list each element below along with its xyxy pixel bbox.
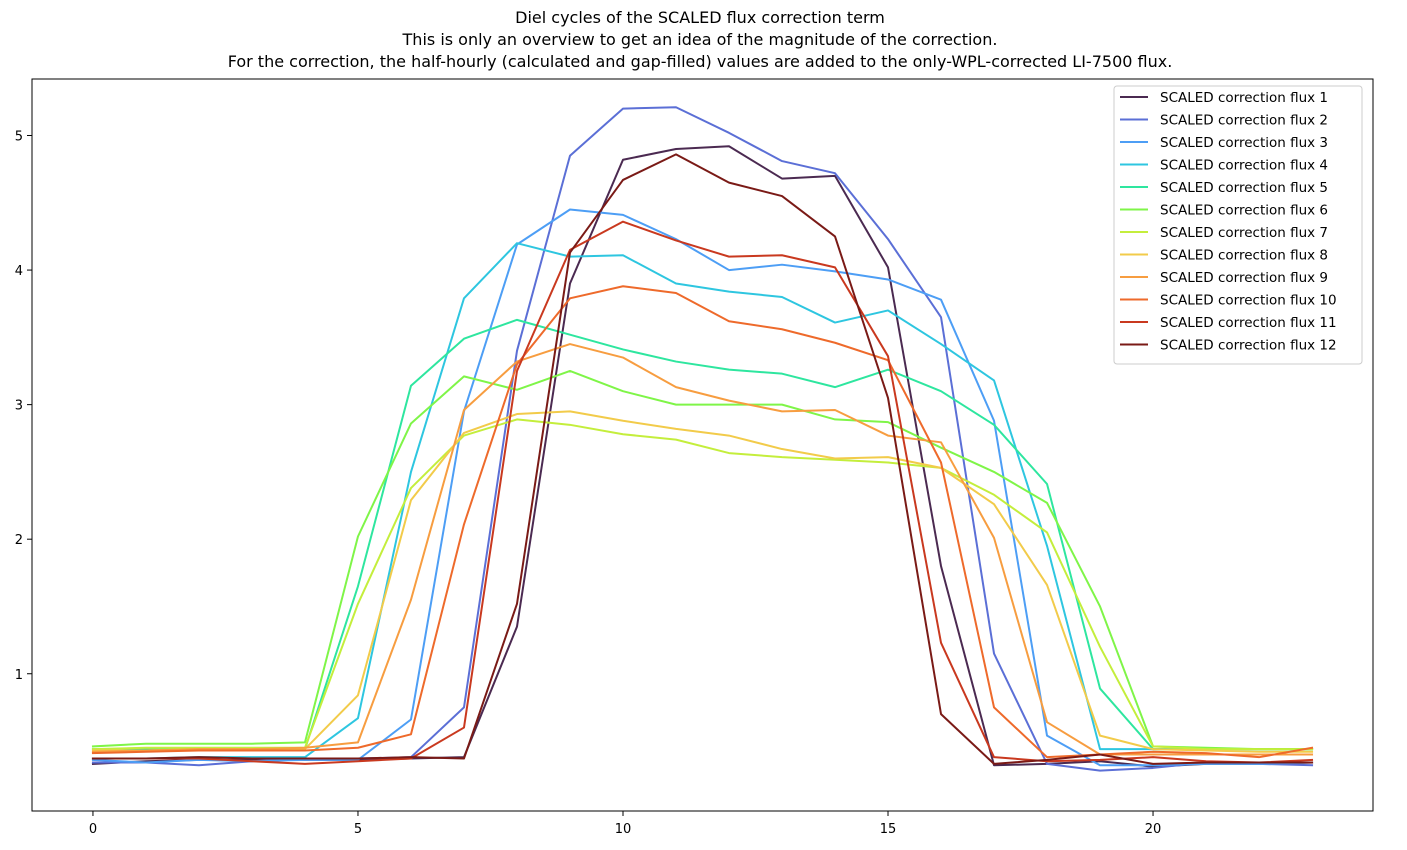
y-tick-label: 4	[15, 264, 23, 279]
legend-entry: SCALED correction flux 5	[1120, 180, 1328, 196]
legend-entry: SCALED correction flux 3	[1120, 135, 1328, 151]
series-line-4	[91, 242, 1314, 760]
legend-entry: SCALED correction flux 1	[1120, 90, 1328, 106]
series-line-12	[91, 153, 1314, 765]
y-axis: 1 2 3 4 5	[15, 130, 32, 683]
legend-label: SCALED correction flux 5	[1160, 180, 1328, 196]
x-tick-label: 15	[880, 822, 897, 837]
chart-title-line-2: This is only an overview to get an idea …	[402, 30, 998, 49]
chart-title-line-1: Diel cycles of the SCALED flux correctio…	[515, 8, 885, 27]
legend-label: SCALED correction flux 9	[1160, 270, 1328, 286]
legend-label: SCALED correction flux 2	[1160, 113, 1328, 129]
legend-label: SCALED correction flux 12	[1160, 338, 1337, 354]
series-line-6	[91, 369, 1314, 751]
series-line-7	[91, 418, 1314, 751]
series-line-3	[91, 208, 1314, 767]
legend-entry: SCALED correction flux 10	[1120, 293, 1337, 309]
legend: SCALED correction flux 1 SCALED correctio…	[1113, 85, 1363, 365]
series-line-8	[91, 410, 1314, 753]
series-line-10	[91, 285, 1314, 759]
legend-entry: SCALED correction flux 4	[1120, 158, 1328, 174]
plot-frame	[31, 78, 1374, 812]
legend-label: SCALED correction flux 1	[1160, 90, 1328, 106]
x-tick-label: 10	[615, 822, 632, 837]
legend-entry: SCALED correction flux 6	[1120, 203, 1328, 219]
legend-entry: SCALED correction flux 11	[1120, 315, 1337, 331]
y-tick-label: 1	[15, 668, 23, 683]
legend-label: SCALED correction flux 10	[1160, 293, 1337, 309]
chart-title: Diel cycles of the SCALED flux correctio…	[228, 8, 1173, 71]
legend-label: SCALED correction flux 11	[1160, 315, 1337, 331]
legend-entry: SCALED correction flux 7	[1120, 225, 1328, 241]
legend-entry: SCALED correction flux 9	[1120, 270, 1328, 286]
y-tick-label: 2	[15, 533, 23, 548]
x-axis: 0 5 10 15 20	[89, 811, 1161, 837]
legend-entry: SCALED correction flux 2	[1120, 113, 1328, 129]
series-line-11	[91, 220, 1314, 765]
chart-title-line-3: For the correction, the half-hourly (cal…	[228, 52, 1173, 71]
x-tick-label: 20	[1145, 822, 1162, 837]
legend-label: SCALED correction flux 3	[1160, 135, 1328, 151]
legend-entry: SCALED correction flux 8	[1120, 248, 1328, 264]
series-line-9	[91, 343, 1314, 756]
legend-label: SCALED correction flux 6	[1160, 203, 1328, 219]
legend-label: SCALED correction flux 4	[1160, 158, 1328, 174]
y-tick-label: 5	[15, 130, 23, 145]
x-tick-label: 5	[354, 822, 362, 837]
x-tick-label: 0	[89, 822, 97, 837]
legend-entry: SCALED correction flux 12	[1120, 338, 1337, 354]
legend-box	[1113, 85, 1363, 365]
series-layer	[91, 106, 1314, 772]
legend-label: SCALED correction flux 8	[1160, 248, 1328, 264]
legend-label: SCALED correction flux 7	[1160, 225, 1328, 241]
y-tick-label: 3	[15, 399, 23, 414]
